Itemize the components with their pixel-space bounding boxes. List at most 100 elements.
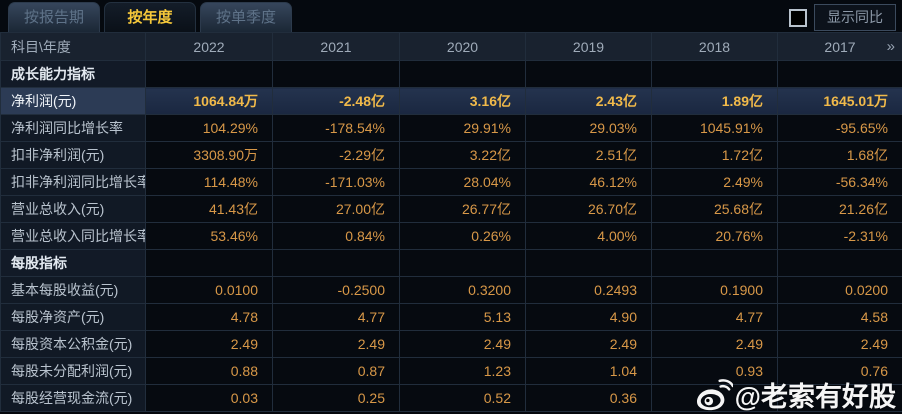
row-label[interactable]: 每股净资产(元) (0, 303, 146, 331)
cell-value[interactable]: 25.68亿 (651, 195, 778, 223)
cell-value[interactable]: 5.13 (399, 303, 526, 331)
tab-single-quarter[interactable]: 按单季度 (200, 2, 292, 32)
cell-value[interactable]: 1.72亿 (651, 141, 778, 169)
cell-value[interactable]: 0.0100 (145, 276, 273, 304)
cell-value[interactable]: 1.68亿 (777, 141, 902, 169)
cell-value[interactable]: -2.48亿 (272, 87, 400, 115)
cell-value[interactable]: 2.51亿 (525, 141, 652, 169)
cell-value[interactable]: 26.77亿 (399, 195, 526, 223)
cell-value[interactable]: 2.49 (777, 330, 902, 358)
cell-value[interactable]: 1045.91% (651, 114, 778, 142)
cell-value[interactable]: -2.31% (777, 222, 902, 250)
cell-value[interactable]: -171.03% (272, 168, 400, 196)
cell-value[interactable]: 27.00亿 (272, 195, 400, 223)
row-label[interactable]: 每股未分配利润(元) (0, 357, 146, 385)
cell-value[interactable]: 4.78 (145, 303, 273, 331)
cell-value[interactable]: 2.43亿 (525, 87, 652, 115)
cell-value[interactable] (525, 60, 652, 88)
cell-value[interactable]: 0.1900 (651, 276, 778, 304)
header-subject-year: 科目\年度 (0, 32, 146, 61)
cell-value[interactable]: 104.29% (145, 114, 273, 142)
cell-value[interactable]: 1.23 (399, 357, 526, 385)
cell-value[interactable]: 4.58 (777, 303, 902, 331)
cell-value[interactable] (651, 384, 778, 412)
cell-value[interactable]: -2.29亿 (272, 141, 400, 169)
cell-value[interactable]: 53.46% (145, 222, 273, 250)
row-label[interactable]: 扣非净利润同比增长率 (0, 168, 146, 196)
cell-value[interactable]: 2.49 (525, 330, 652, 358)
cell-value[interactable]: 0.25 (272, 384, 400, 412)
cell-value[interactable] (525, 249, 652, 277)
row-label[interactable]: 每股资本公积金(元) (0, 330, 146, 358)
row-label[interactable]: 每股经营现金流(元) (0, 384, 146, 412)
cell-value[interactable]: 1.04 (525, 357, 652, 385)
cell-value[interactable]: 2.49 (272, 330, 400, 358)
cell-value[interactable]: 4.00% (525, 222, 652, 250)
cell-value[interactable] (272, 249, 400, 277)
cell-value[interactable]: 0.3200 (399, 276, 526, 304)
cell-value[interactable]: 0.88 (145, 357, 273, 385)
cell-value[interactable]: 0.76 (777, 357, 902, 385)
row-label[interactable]: 净利润同比增长率 (0, 114, 146, 142)
cell-value[interactable]: 3308.90万 (145, 141, 273, 169)
row-label[interactable]: 净利润(元) (0, 87, 146, 115)
cell-value[interactable]: -95.65% (777, 114, 902, 142)
cell-value[interactable]: 0.93 (651, 357, 778, 385)
row-label[interactable]: 成长能力指标 (0, 60, 146, 88)
cell-value[interactable]: 114.48% (145, 168, 273, 196)
cell-value[interactable]: 46.12% (525, 168, 652, 196)
cell-value[interactable] (777, 384, 902, 412)
cell-value[interactable]: 4.77 (272, 303, 400, 331)
cell-value[interactable]: 3.16亿 (399, 87, 526, 115)
tab-report-period[interactable]: 按报告期 (8, 2, 100, 32)
cell-value[interactable]: -0.2500 (272, 276, 400, 304)
cell-value[interactable] (272, 60, 400, 88)
show-yoy-label[interactable]: 显示同比 (814, 4, 896, 31)
header-year: 2017» (777, 32, 902, 61)
cell-value[interactable]: 2.49 (651, 330, 778, 358)
table-row: 净利润(元) 1064.84万 -2.48亿 3.16亿 2.43亿 1.89亿 1645.… (0, 87, 902, 115)
cell-value[interactable]: 1064.84万 (145, 87, 273, 115)
cell-value[interactable]: 21.26亿 (777, 195, 902, 223)
cell-value[interactable]: 41.43亿 (145, 195, 273, 223)
tab-annual[interactable]: 按年度 (104, 2, 196, 32)
cell-value[interactable]: 0.87 (272, 357, 400, 385)
row-label[interactable]: 每股指标 (0, 249, 146, 277)
cell-value[interactable]: -56.34% (777, 168, 902, 196)
cell-value[interactable]: 0.52 (399, 384, 526, 412)
cell-value[interactable]: 2.49 (399, 330, 526, 358)
cell-value[interactable] (399, 249, 526, 277)
cell-value[interactable]: 0.36 (525, 384, 652, 412)
cell-value[interactable]: 20.76% (651, 222, 778, 250)
cell-value[interactable]: 3.22亿 (399, 141, 526, 169)
row-label[interactable]: 营业总收入(元) (0, 195, 146, 223)
cell-value[interactable]: 0.0200 (777, 276, 902, 304)
cell-value[interactable] (145, 249, 273, 277)
cell-value[interactable] (399, 60, 526, 88)
cell-value[interactable] (651, 60, 778, 88)
cell-value[interactable]: 26.70亿 (525, 195, 652, 223)
cell-value[interactable]: 0.84% (272, 222, 400, 250)
cell-value[interactable]: 4.77 (651, 303, 778, 331)
cell-value[interactable] (145, 60, 273, 88)
cell-value[interactable]: 29.03% (525, 114, 652, 142)
cell-value[interactable]: 2.49 (145, 330, 273, 358)
cell-value[interactable]: 1.89亿 (651, 87, 778, 115)
row-label[interactable]: 基本每股收益(元) (0, 276, 146, 304)
cell-value[interactable]: -178.54% (272, 114, 400, 142)
more-years-icon[interactable]: » (886, 38, 895, 55)
cell-value[interactable] (777, 249, 902, 277)
cell-value[interactable]: 4.90 (525, 303, 652, 331)
cell-value[interactable]: 0.26% (399, 222, 526, 250)
cell-value[interactable]: 2.49% (651, 168, 778, 196)
cell-value[interactable]: 28.04% (399, 168, 526, 196)
cell-value[interactable] (777, 60, 902, 88)
cell-value[interactable]: 0.03 (145, 384, 273, 412)
cell-value[interactable]: 0.2493 (525, 276, 652, 304)
show-yoy-checkbox[interactable] (789, 8, 807, 27)
row-label[interactable]: 营业总收入同比增长率 (0, 222, 146, 250)
row-label[interactable]: 扣非净利润(元) (0, 141, 146, 169)
cell-value[interactable]: 1645.01万 (777, 87, 902, 115)
cell-value[interactable]: 29.91% (399, 114, 526, 142)
cell-value[interactable] (651, 249, 778, 277)
